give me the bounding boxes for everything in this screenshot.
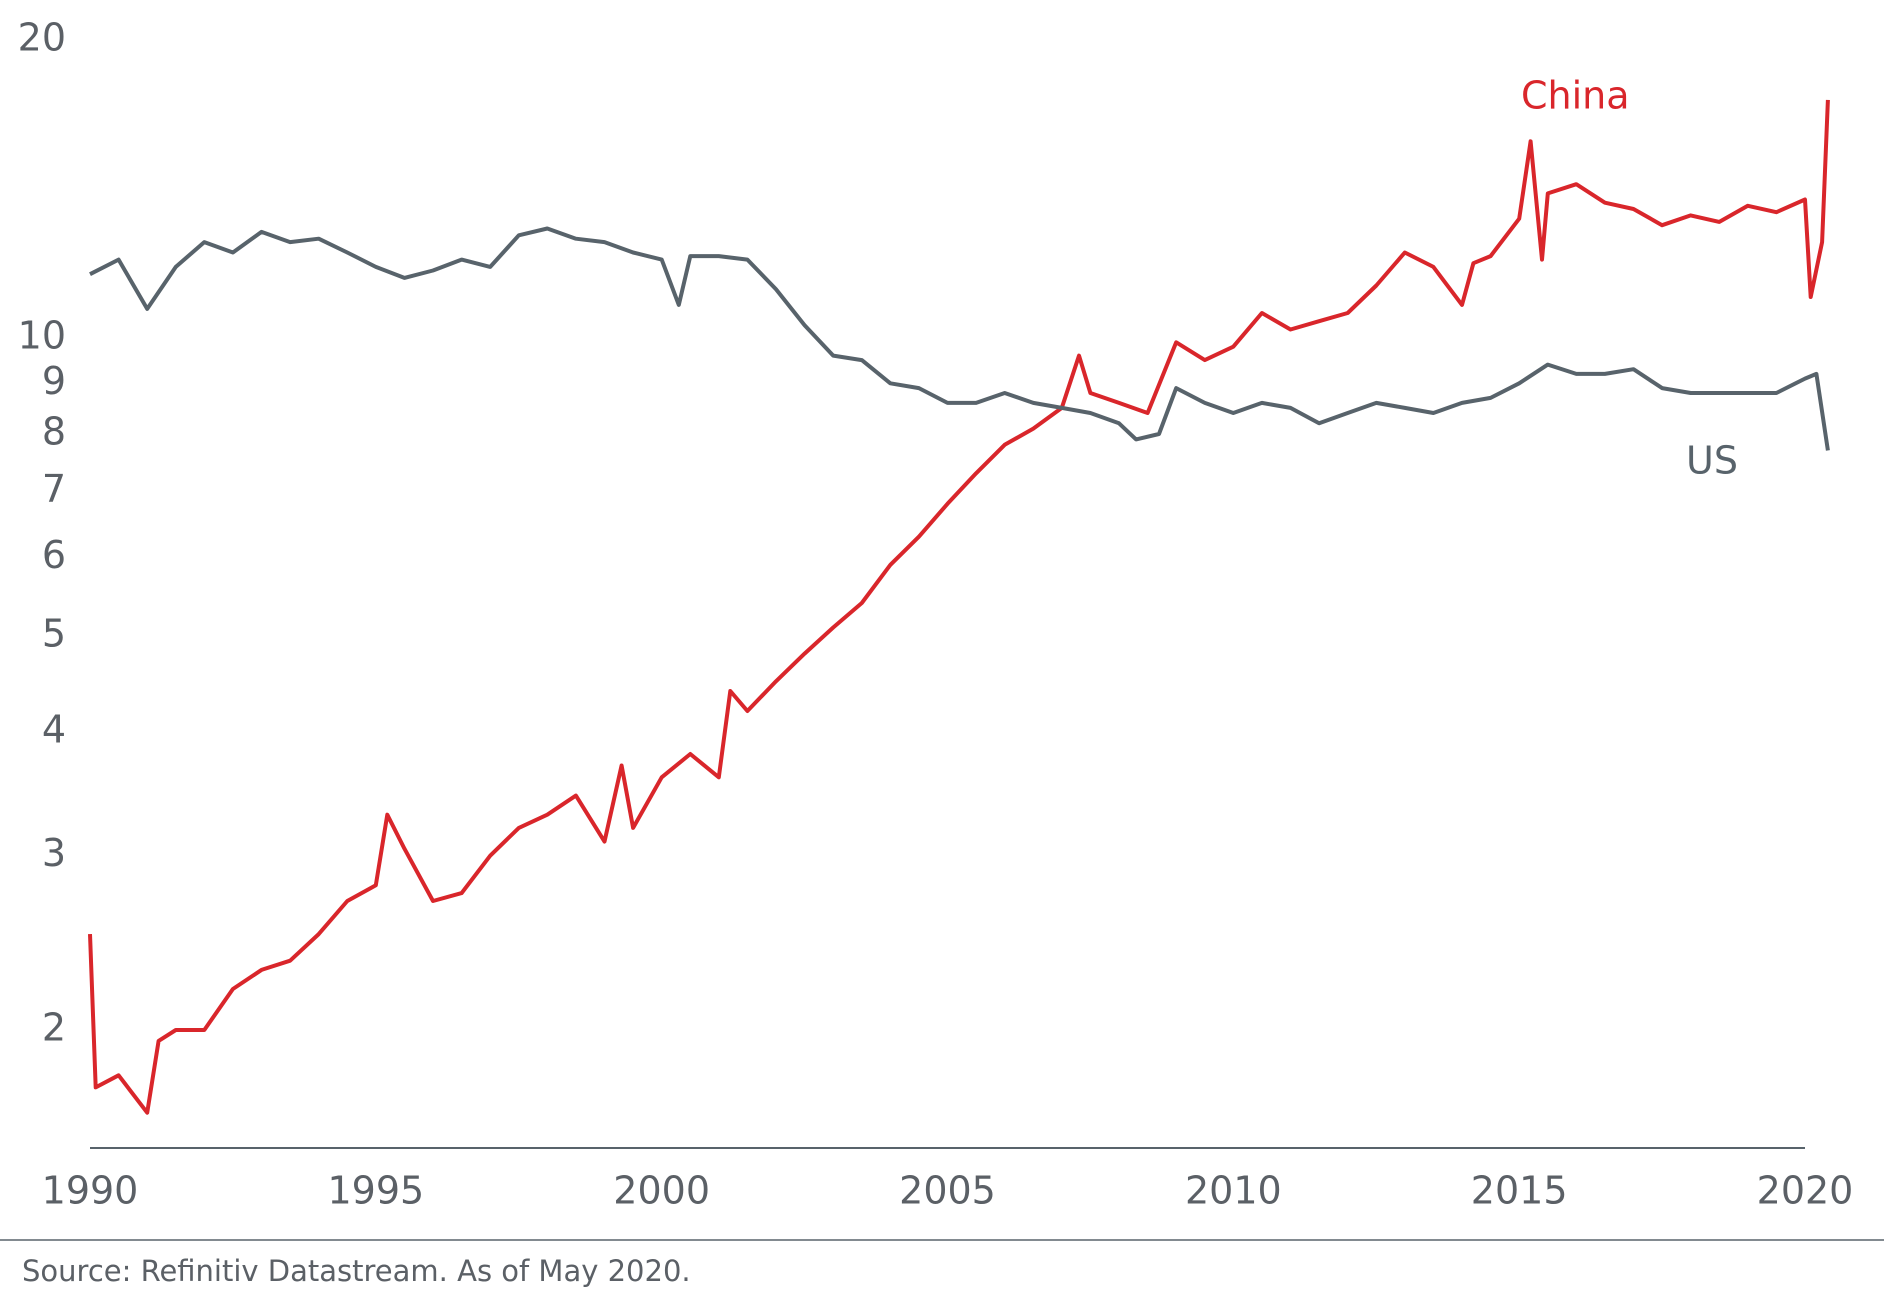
y-tick-label: 3 bbox=[42, 831, 66, 875]
series-label: China bbox=[1521, 74, 1630, 118]
y-tick-label: 10 bbox=[18, 314, 66, 358]
x-tick-label: 2010 bbox=[1185, 1169, 1282, 1213]
y-tick-label: 2 bbox=[42, 1006, 66, 1050]
series-line bbox=[88, 99, 1830, 1115]
x-tick-label: 2015 bbox=[1471, 1169, 1568, 1213]
y-tick-label: 9 bbox=[42, 359, 66, 403]
x-tick-label: 2020 bbox=[1757, 1169, 1854, 1213]
y-tick-label: 6 bbox=[42, 533, 66, 577]
y-tick-label: 4 bbox=[42, 707, 66, 751]
x-tick-label: 2000 bbox=[613, 1169, 710, 1213]
y-tick-label: 8 bbox=[42, 409, 66, 453]
y-tick-label: 5 bbox=[42, 612, 66, 656]
y-tick-label: 7 bbox=[42, 467, 66, 511]
series-label: US bbox=[1686, 439, 1738, 483]
y-tick-label: 20 bbox=[18, 16, 66, 60]
x-tick-label: 2005 bbox=[899, 1169, 996, 1213]
source-note: Source: Refinitiv Datastream. As of May … bbox=[22, 1254, 691, 1288]
series-line bbox=[89, 226, 1830, 451]
x-tick-label: 1990 bbox=[42, 1169, 139, 1213]
x-tick-label: 1995 bbox=[327, 1169, 424, 1213]
